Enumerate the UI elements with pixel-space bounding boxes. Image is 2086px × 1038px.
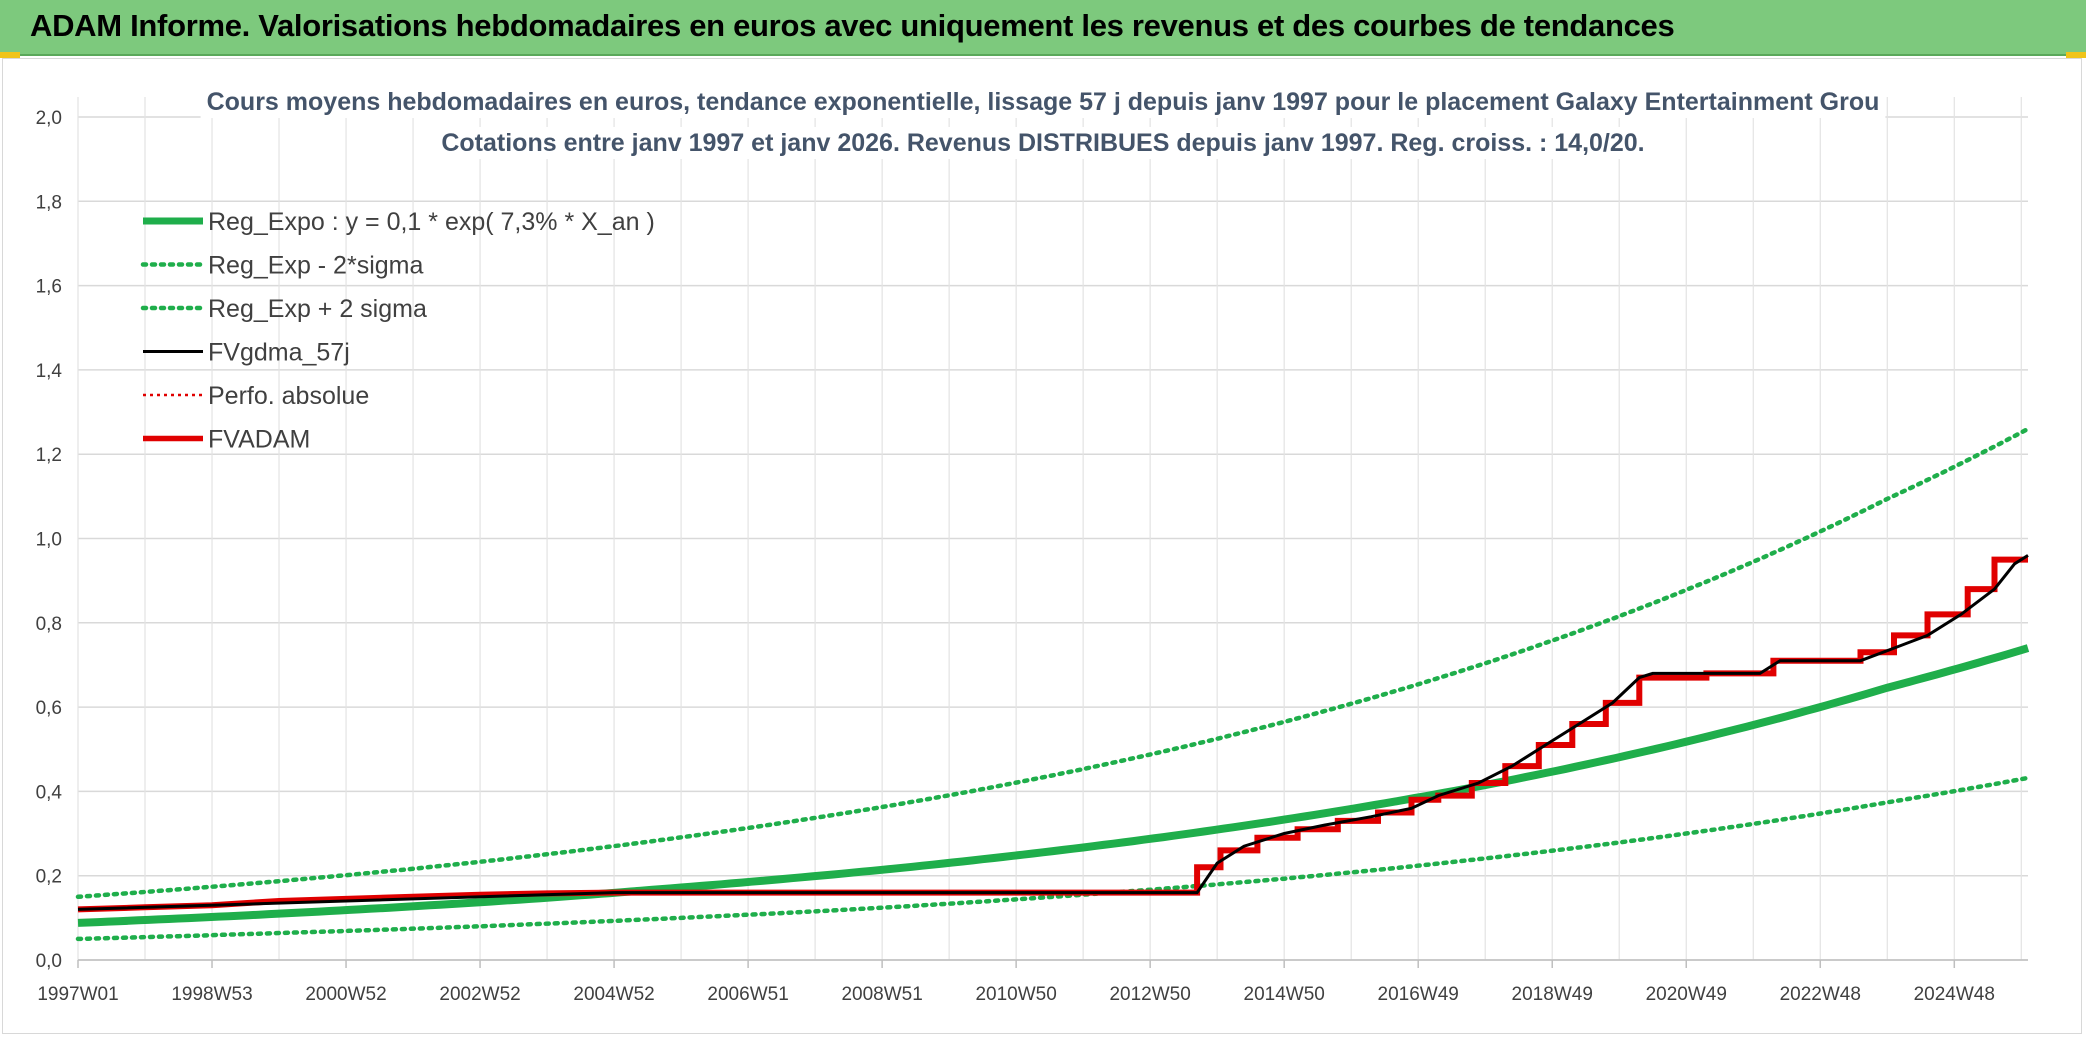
series-line-6	[77, 556, 2028, 913]
x-tick-label: 2018W49	[1512, 984, 1593, 1005]
legend-label-4: FVgdma_57j	[208, 339, 350, 367]
series-line-3	[75, 426, 2031, 900]
x-tick-label: 2014W50	[1244, 984, 1325, 1005]
chart-title-line2: Cotations entre janv 1997 et janv 2026. …	[441, 129, 1644, 157]
y-tick-label: 0,8	[36, 614, 62, 635]
x-tick-label: 2000W52	[305, 984, 386, 1005]
x-tick-label: 2022W48	[1780, 984, 1861, 1005]
grid-lines	[77, 97, 2028, 961]
report-banner: ADAM Informe. Valorisations hebdomadaire…	[0, 0, 2086, 56]
y-tick-label: 0,0	[36, 951, 62, 972]
x-tick-label: 2002W52	[439, 984, 520, 1005]
x-tick-label: 1998W53	[171, 984, 252, 1005]
legend-label-1: Reg_Expo : y = 0,1 * exp( 7,3% * X_an )	[208, 208, 655, 236]
x-tick-label: 2016W49	[1378, 984, 1459, 1005]
legend-label-6: FVADAM	[208, 426, 310, 454]
corner-mark-right	[2066, 52, 2086, 58]
x-axis-ticks: 1997W01 1998W53 2000W52 2002W52 2004W52 2006W…	[37, 960, 1995, 1005]
chart-titles: Cours moyens hebdomadaires en euros, ten…	[200, 86, 1886, 159]
legend-label-3: Reg_Exp + 2 sigma	[208, 295, 427, 323]
x-tick-label: 2020W49	[1646, 984, 1727, 1005]
title-backdrop-1	[200, 86, 1886, 118]
series-line-1	[77, 644, 2030, 927]
series-line-4	[77, 554, 2029, 911]
x-tick-label: 2012W50	[1109, 984, 1190, 1005]
y-tick-label: 1,8	[36, 192, 62, 213]
y-axis-ticks: 0,0 0,2 0,4 0,6 0,8 1,0 1,2 1,4 1,6 1,8 2,0	[36, 108, 63, 972]
legend-label-5: Perfo. absolue	[208, 382, 369, 410]
y-tick-label: 0,4	[36, 782, 63, 803]
series-lines	[75, 426, 2031, 942]
x-tick-label: 2010W50	[975, 984, 1056, 1005]
series-line-2	[75, 775, 2031, 942]
x-tick-label: 2024W48	[1914, 984, 1995, 1005]
corner-mark-left	[0, 52, 20, 58]
x-tick-label: 2004W52	[573, 984, 654, 1005]
x-tick-label: 2006W51	[707, 984, 788, 1005]
chart-frame	[2, 58, 2082, 1034]
y-tick-label: 0,6	[36, 698, 62, 719]
title-backdrop-2	[435, 127, 1651, 159]
y-tick-label: 0,2	[36, 867, 62, 888]
y-tick-label: 1,6	[36, 277, 62, 298]
legend-label-2: Reg_Exp - 2*sigma	[208, 252, 423, 280]
y-tick-label: 1,0	[36, 530, 62, 551]
legend: Reg_Expo : y = 0,1 * exp( 7,3% * X_an ) R…	[140, 208, 655, 454]
x-tick-label: 1997W01	[37, 984, 118, 1005]
y-tick-label: 1,2	[36, 445, 62, 466]
x-tick-label: 2008W51	[841, 984, 922, 1005]
report-title: ADAM Informe. Valorisations hebdomadaire…	[30, 8, 1675, 43]
y-tick-label: 1,4	[36, 361, 63, 382]
y-tick-label: 2,0	[36, 108, 62, 129]
chart-title-line1: Cours moyens hebdomadaires en euros, ten…	[207, 88, 1880, 116]
